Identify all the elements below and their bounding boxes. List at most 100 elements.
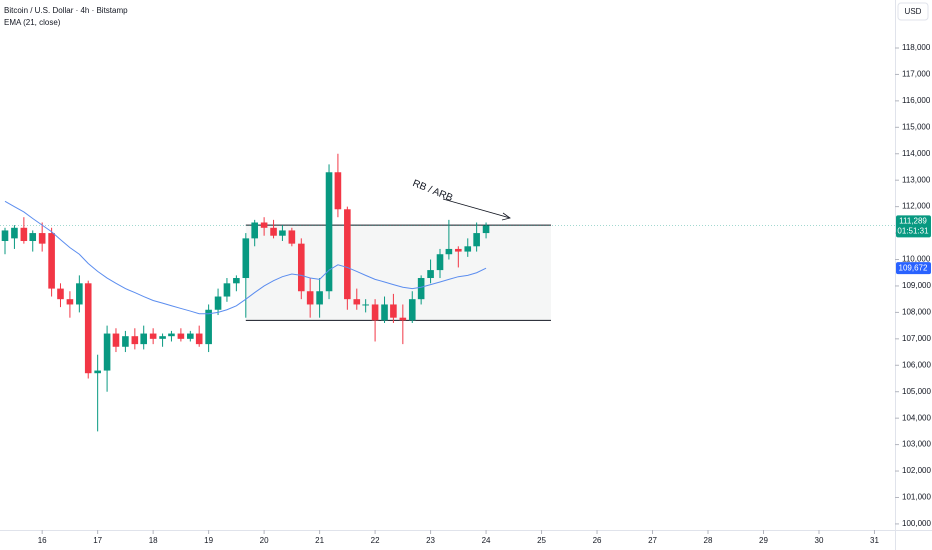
y-tick-label: 102,000 [902,466,931,475]
candle-body [84,283,92,374]
candle-body [270,227,277,236]
candle-body [94,370,101,374]
range-box [245,225,551,321]
candle-body [371,304,379,321]
candle-body [251,222,258,239]
x-tick-label: 19 [204,536,213,545]
candle-body [20,227,28,242]
candle-body [260,222,268,228]
candle-body [288,230,296,244]
candle-body [464,246,472,252]
candle-body [57,288,64,300]
candle-body [381,304,388,321]
candle-body [334,172,342,210]
candle-body [66,299,74,305]
x-tick-label: 29 [759,536,768,545]
candle-body [417,278,425,300]
annotation-arrow [442,198,511,219]
y-tick-label: 109,000 [902,281,931,290]
y-tick-label: 115,000 [902,122,931,131]
candle-body [214,296,222,310]
candle-body [76,283,83,305]
candle-body [279,230,286,236]
y-tick-label: 117,000 [902,70,931,79]
x-tick-label: 17 [93,536,102,545]
y-tick-label: 110,000 [902,255,931,264]
candle-body [306,291,314,305]
x-tick-label: 20 [260,536,269,545]
candle-body [29,233,37,242]
candle-body [103,333,111,371]
annotation-arrowhead [501,212,511,221]
y-tick-label: 112,000 [902,202,931,211]
candle-body [187,333,194,339]
candle-body [390,304,397,318]
candle-body [316,291,323,305]
candle-body [122,336,129,347]
candle-body [427,270,434,279]
candle-body [445,248,453,255]
candle-body [353,299,361,305]
x-tick-label: 21 [315,536,324,545]
candle-body [325,172,333,292]
candle-body [195,333,203,345]
candle-body [297,243,305,292]
ema-price-tag [896,262,931,275]
candle-body [1,230,9,242]
candle-body [436,254,444,271]
x-tick-label: 27 [648,536,657,545]
x-tick-label: 28 [704,536,713,545]
candle-body [362,304,369,306]
countdown-label: 01:51:31 [897,227,929,236]
y-tick-label: 105,000 [902,387,931,396]
last-price-tag [896,215,931,238]
candle-body [399,317,407,321]
candle-body [455,248,462,252]
y-tick-label: 104,000 [902,413,931,422]
y-tick-label: 101,000 [902,493,931,502]
candle-body [344,209,351,300]
candle-body [112,333,120,347]
x-tick-label: 18 [149,536,158,545]
x-tick-label: 16 [38,536,47,545]
y-tick-label: 113,000 [902,175,931,184]
plot-area [0,153,895,432]
candle-body [159,336,166,339]
y-tick-label: 108,000 [902,308,931,317]
chart-title: Bitcoin / U.S. Dollar · 4h · Bitstamp [4,6,128,15]
x-tick-label: 24 [482,536,491,545]
y-tick-label: 114,000 [902,149,931,158]
x-tick-label: 22 [371,536,380,545]
candle-body [11,227,18,239]
y-tick-label: 118,000 [902,43,931,52]
candle-body [38,233,46,244]
x-tick-label: 25 [537,536,546,545]
y-tick-label: 107,000 [902,334,931,343]
ema-price-label: 109,672 [899,263,928,272]
y-tick-label: 116,000 [902,96,931,105]
currency-button[interactable] [897,2,929,21]
candle-body [149,333,157,339]
y-tick-label: 106,000 [902,360,931,369]
candle-body [48,233,55,289]
candle-body [223,283,231,297]
candle-body [168,333,175,337]
candle-body [473,233,480,247]
y-tick-label: 100,000 [902,519,931,528]
y-tick-label: 103,000 [902,440,931,449]
candle-body [205,309,212,345]
x-tick-label: 31 [870,536,879,545]
currency-label[interactable]: USD [905,7,922,16]
ema-line [4,200,487,315]
x-tick-label: 23 [426,536,435,545]
candle-body [233,278,240,284]
candle-body [177,333,185,339]
candle-body [242,238,250,279]
x-tick-label: 26 [593,536,602,545]
candle-body [140,333,148,345]
candle-body [131,336,139,345]
indicator-legend: EMA (21, close) [4,18,61,27]
last-price-label: 111,289 [899,217,927,226]
